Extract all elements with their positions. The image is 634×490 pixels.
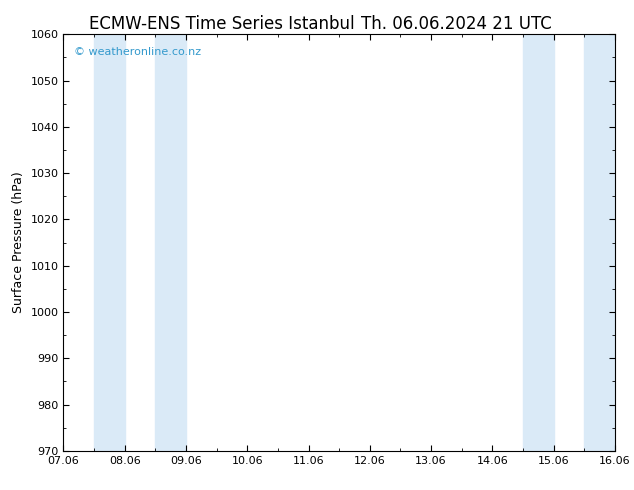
Y-axis label: Surface Pressure (hPa): Surface Pressure (hPa) bbox=[12, 172, 25, 314]
Text: © weatheronline.co.nz: © weatheronline.co.nz bbox=[74, 47, 202, 57]
Bar bbox=[615, 34, 634, 451]
Bar bbox=[523, 34, 553, 451]
Text: ECMW-ENS Time Series Istanbul: ECMW-ENS Time Series Istanbul bbox=[89, 15, 354, 33]
Bar bbox=[155, 34, 186, 451]
Bar bbox=[94, 34, 125, 451]
Bar bbox=[585, 34, 615, 451]
Text: Th. 06.06.2024 21 UTC: Th. 06.06.2024 21 UTC bbox=[361, 15, 552, 33]
